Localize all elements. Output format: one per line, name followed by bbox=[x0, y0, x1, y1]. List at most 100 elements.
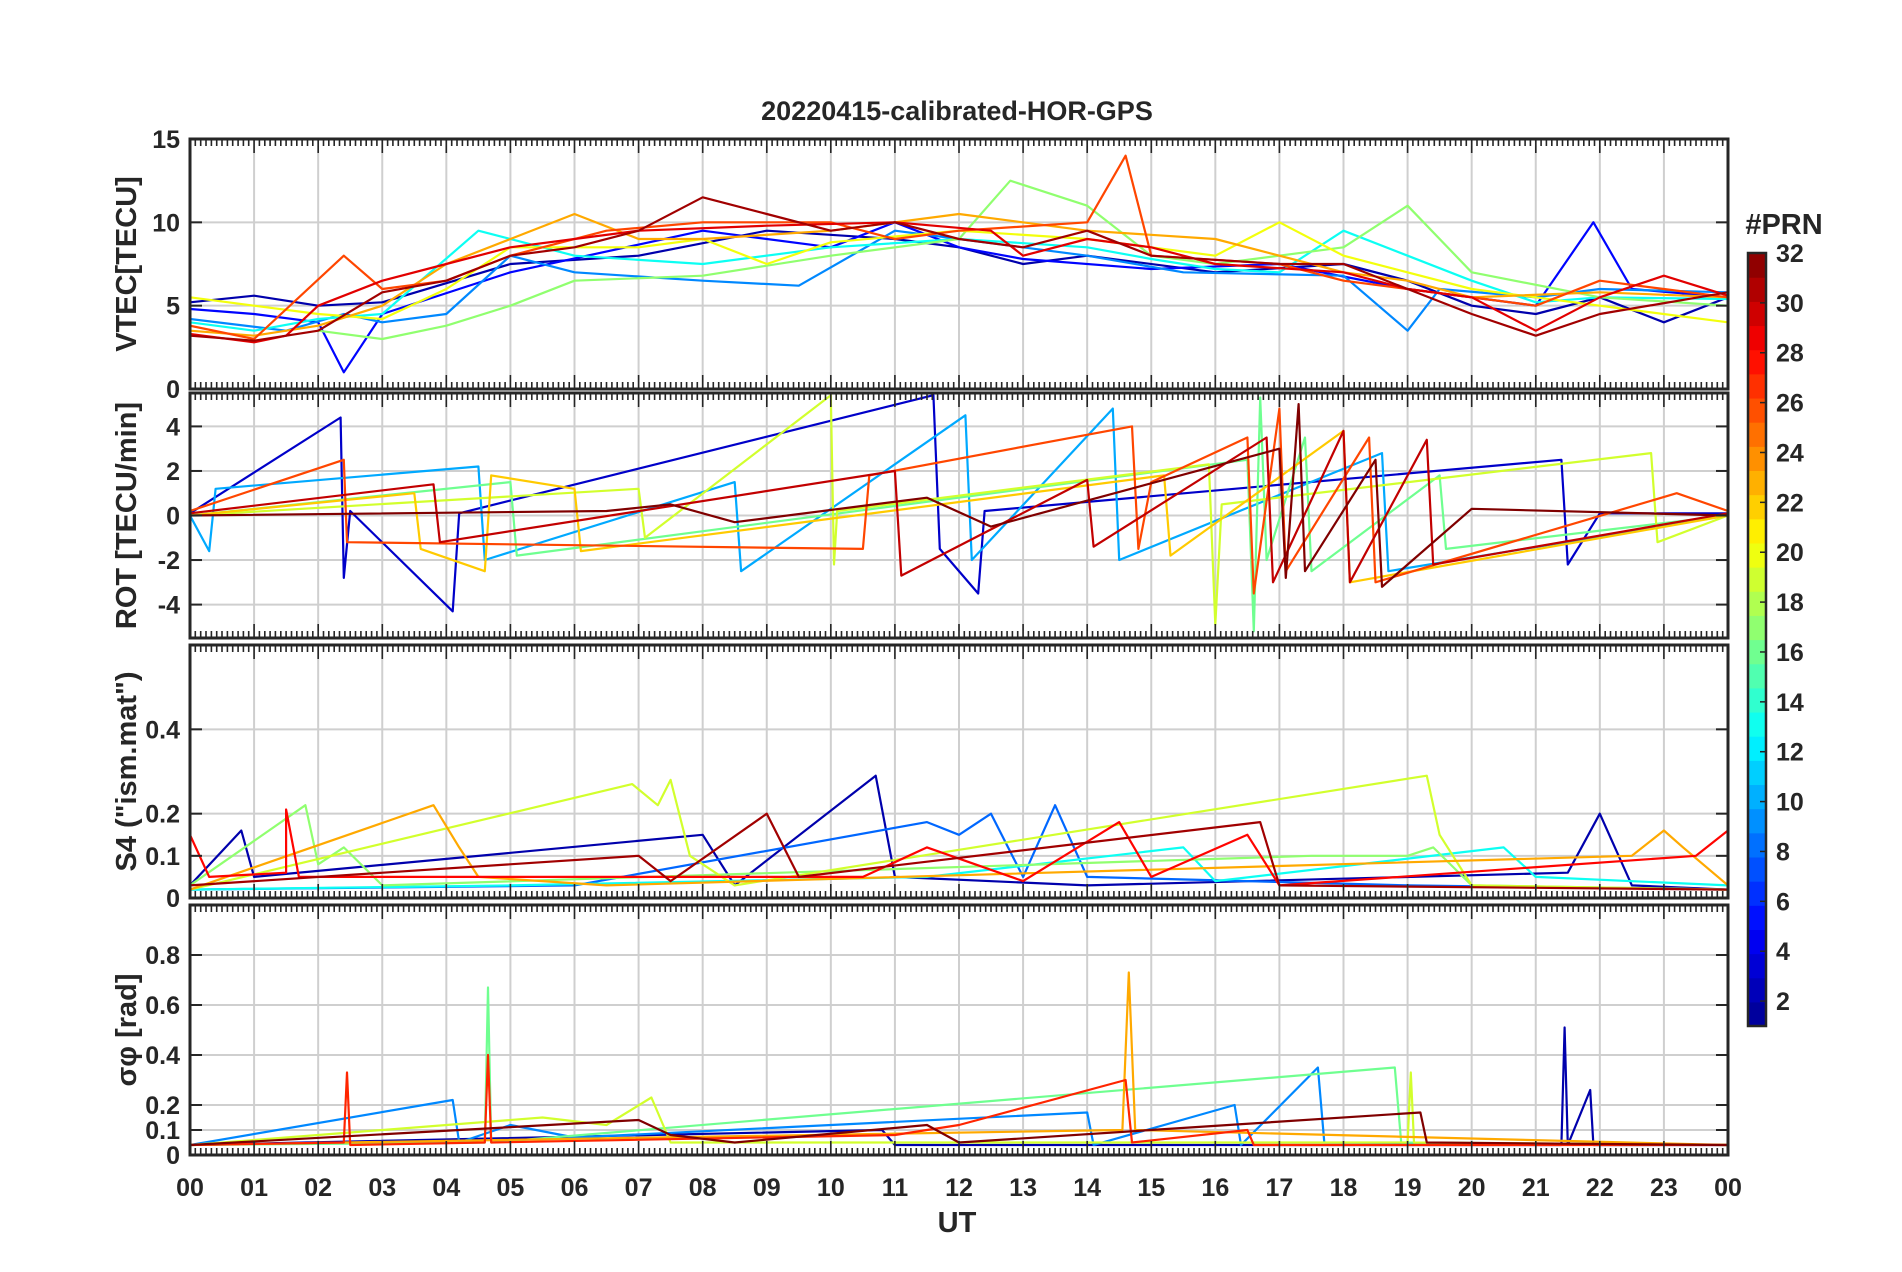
series-prn-26 bbox=[190, 407, 1728, 595]
x-axis-label: UT bbox=[938, 1207, 977, 1239]
y-tick-label: 10 bbox=[152, 209, 180, 237]
x-tick-label: 15 bbox=[1137, 1174, 1165, 1202]
series-prn-20 bbox=[190, 221, 1728, 324]
y-axis-label: VTEC[TECU] bbox=[111, 176, 143, 352]
x-tick-label: 09 bbox=[753, 1174, 781, 1202]
series-prn-29 bbox=[190, 221, 1728, 344]
y-tick-label: 15 bbox=[152, 126, 180, 154]
series-prn-27 bbox=[190, 1053, 1728, 1147]
series-prn-3 bbox=[190, 394, 1728, 613]
colorbar-segment bbox=[1748, 760, 1766, 786]
x-tick-label: 06 bbox=[561, 1174, 589, 1202]
x-tick-label: 08 bbox=[689, 1174, 717, 1202]
y-tick-label: 0.4 bbox=[145, 716, 180, 744]
colorbar-tick-label: 6 bbox=[1776, 888, 1790, 916]
x-tick-label: 05 bbox=[497, 1174, 525, 1202]
colorbar-tick-label: 12 bbox=[1776, 739, 1804, 767]
colorbar-border bbox=[1746, 251, 1768, 1028]
y-axis-label: ROT [TECU/min] bbox=[111, 402, 143, 629]
series-group bbox=[190, 971, 1728, 1147]
panel-rot: -4 -2 0 2 4 ROT [TECU/min] bbox=[111, 391, 1730, 640]
chart-title: 20220415-calibrated-HOR-GPS bbox=[761, 96, 1153, 126]
y-tick-label: 0.2 bbox=[145, 801, 180, 829]
series-prn-23 bbox=[190, 804, 1728, 891]
x-tick-labels: 00 01 02 03 04 05 06 07 08 09 10 11 12 13 14 15 16 17 18 19… bbox=[176, 1174, 1742, 1202]
colorbar-tick-label: 28 bbox=[1776, 340, 1804, 368]
series-prn-13 bbox=[190, 229, 1728, 332]
colorbar-segment bbox=[1748, 736, 1766, 761]
colorbar-segment bbox=[1748, 301, 1766, 327]
x-ticks bbox=[189, 905, 1729, 1155]
colorbar-segment bbox=[1748, 615, 1766, 641]
colorbar-tick-label: 16 bbox=[1776, 639, 1804, 667]
colorbar-segment bbox=[1748, 711, 1766, 737]
colorbar-tick-label: 22 bbox=[1776, 489, 1804, 517]
series-prn-8 bbox=[190, 804, 1728, 891]
colorbar-segment bbox=[1748, 856, 1766, 882]
x-tick-label: 02 bbox=[304, 1174, 332, 1202]
x-tick-label: 19 bbox=[1394, 1174, 1422, 1202]
x-ticks bbox=[189, 645, 1729, 898]
series-group bbox=[190, 154, 1728, 374]
series-prn-9 bbox=[190, 1066, 1728, 1147]
series-prn-17 bbox=[318, 179, 1728, 341]
x-tick-label: 18 bbox=[1330, 1174, 1358, 1202]
x-tick-label: 00 bbox=[1714, 1174, 1742, 1202]
series-prn-19 bbox=[190, 394, 1728, 626]
x-tick-label: 03 bbox=[368, 1174, 396, 1202]
panel-vtec: 0 5 10 15 VTEC[TECU] bbox=[111, 126, 1730, 404]
y-tick-label: 0.6 bbox=[145, 992, 180, 1020]
x-tick-label: 21 bbox=[1522, 1174, 1550, 1202]
colorbar-segment bbox=[1748, 446, 1766, 472]
colorbar-tick-label: 26 bbox=[1776, 390, 1804, 418]
colorbar-segment bbox=[1748, 639, 1766, 665]
y-tick-label: 0.1 bbox=[145, 843, 180, 871]
y-tick-label: 0.2 bbox=[145, 1092, 180, 1120]
colorbar-segment bbox=[1748, 397, 1766, 423]
colorbar-segment bbox=[1748, 422, 1766, 447]
colorbar-segment bbox=[1748, 953, 1766, 979]
colorbar-segment bbox=[1748, 325, 1766, 351]
colorbar-segment bbox=[1748, 591, 1766, 616]
y-tick-label: 4 bbox=[166, 413, 180, 441]
colorbar-segment bbox=[1748, 494, 1766, 520]
colorbar-segment bbox=[1748, 784, 1766, 810]
y-tick-label: -2 bbox=[158, 547, 180, 575]
x-tick-label: 17 bbox=[1266, 1174, 1294, 1202]
colorbar-tick-label: 4 bbox=[1776, 938, 1790, 966]
series-prn-31 bbox=[190, 196, 1728, 342]
colorbar-segment bbox=[1748, 567, 1766, 592]
x-ticks bbox=[189, 393, 1729, 638]
colorbar-segment bbox=[1748, 277, 1766, 302]
colorbar-segment bbox=[1748, 1001, 1766, 1027]
series-prn-28 bbox=[190, 808, 1728, 887]
colorbar-label: #PRN bbox=[1745, 209, 1822, 241]
colorbar-tick-label: 14 bbox=[1776, 689, 1804, 717]
colorbar-tick-label: 20 bbox=[1776, 539, 1804, 567]
colorbar-segment bbox=[1748, 881, 1766, 906]
series-prn-2 bbox=[190, 229, 1728, 324]
series-prn-30 bbox=[190, 429, 1728, 584]
colorbar-segment bbox=[1748, 977, 1766, 1003]
colorbar-segment bbox=[1748, 542, 1766, 568]
panel-s4: 0 0.1 0.2 0.4S4 ("ism.mat") bbox=[111, 643, 1730, 913]
y-tick-label: 5 bbox=[166, 293, 180, 321]
y-tick-label: 2 bbox=[166, 458, 180, 486]
series-group bbox=[190, 394, 1728, 633]
colorbar-tick-label: 10 bbox=[1776, 789, 1804, 817]
x-tick-label: 01 bbox=[240, 1174, 268, 1202]
panel-sigma_phi: 00.10.2 0.4 0.6 0.8σφ [rad] bbox=[111, 903, 1730, 1170]
x-tick-label: 22 bbox=[1586, 1174, 1614, 1202]
colorbar-tick-label: 18 bbox=[1776, 589, 1804, 617]
colorbar-segment bbox=[1748, 518, 1766, 544]
series-group bbox=[190, 774, 1728, 891]
x-tick-label: 00 bbox=[176, 1174, 204, 1202]
colorbar-segment bbox=[1748, 253, 1766, 278]
y-tick-label: 0 bbox=[166, 1142, 180, 1170]
series-prn-31 bbox=[190, 812, 1728, 891]
colorbar-segment bbox=[1748, 905, 1766, 930]
y-axis-label: σφ [rad] bbox=[111, 973, 143, 1086]
y-tick-label: 0 bbox=[166, 503, 180, 531]
x-tick-label: 07 bbox=[625, 1174, 653, 1202]
